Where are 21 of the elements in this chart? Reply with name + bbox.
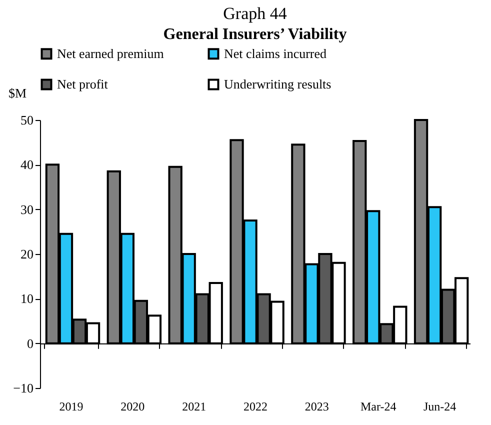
x-tick-label: 2019 (59, 400, 84, 414)
y-tick-label: 40 (20, 157, 34, 172)
y-tick-label: 0 (27, 336, 34, 351)
x-tick-label: 2021 (182, 400, 206, 414)
legend-label: Net profit (57, 76, 108, 92)
x-tick-label: Mar-24 (360, 400, 396, 414)
x-tick-label: 2020 (120, 400, 145, 414)
legend-label: Net earned premium (57, 46, 164, 61)
x-tick-label: Jun-24 (423, 400, 456, 414)
y-tick-label: 50 (20, 112, 34, 128)
x-tick-label: 2022 (244, 400, 268, 414)
y-axis-title: $M (8, 86, 27, 100)
y-tick-label: 10 (20, 291, 34, 306)
y-tick-label: 20 (20, 246, 34, 262)
chart-subtitle: General Insurers’ Viability (163, 26, 347, 43)
legend-label: Underwriting results (224, 76, 332, 92)
chart-title: Graph 44 (223, 4, 288, 23)
y-tick-label: 30 (20, 202, 34, 217)
y-tick-label: −10 (13, 380, 34, 396)
legend-label: Net claims incurred (224, 46, 328, 61)
x-tick-label: 2023 (304, 400, 329, 414)
